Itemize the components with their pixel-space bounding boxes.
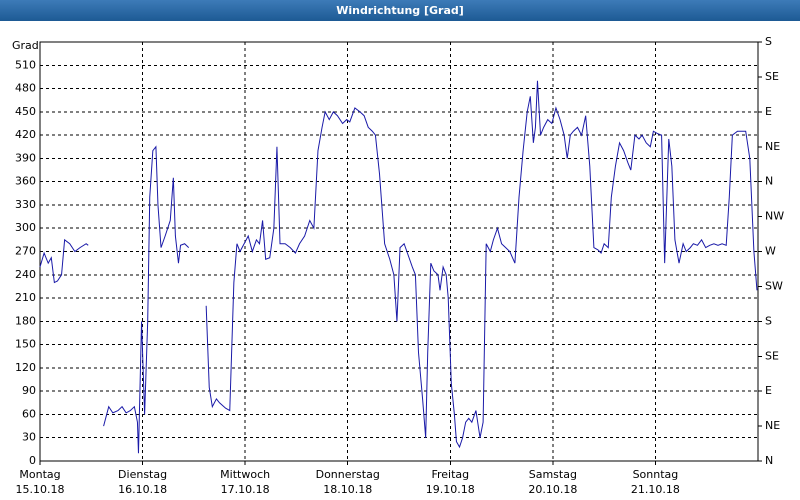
y-tick-label: 0 [29, 454, 36, 467]
y-tick-label: 240 [15, 268, 36, 281]
y-tick-label: 300 [15, 221, 36, 234]
y-tick-label: 450 [15, 105, 36, 118]
y2-tick-label: S [765, 314, 772, 327]
y2-tick-label: SE [765, 349, 779, 362]
x-tick-label: Samstag [529, 468, 577, 481]
y2-tick-label: SE [765, 70, 779, 83]
y2-tick-label: NE [765, 419, 780, 432]
y2-tick-label: W [765, 245, 776, 258]
y-tick-label: 120 [15, 361, 36, 374]
y-tick-label: 420 [15, 128, 36, 141]
x-tick-date: 19.10.18 [426, 483, 475, 496]
y2-tick-label: E [765, 384, 772, 397]
x-tick-date: 16.10.18 [118, 483, 167, 496]
x-tick-label: Donnerstag [316, 468, 380, 481]
y-tick-label: 210 [15, 291, 36, 304]
y-tick-label: 390 [15, 151, 36, 164]
y2-tick-label: SW [765, 279, 783, 292]
x-tick-label: Dienstag [118, 468, 167, 481]
x-tick-label: Mittwoch [220, 468, 270, 481]
y2-tick-label: N [765, 454, 773, 467]
x-tick-date: 21.10.18 [631, 483, 680, 496]
x-tick-date: 18.10.18 [323, 483, 372, 496]
plot-border [39, 41, 759, 462]
y-tick-label: 330 [15, 198, 36, 211]
y-tick-label: 90 [22, 384, 36, 397]
y-tick-label: 150 [15, 338, 36, 351]
plot-area [39, 80, 758, 454]
x-tick-date: 15.10.18 [16, 483, 65, 496]
y-tick-label: 180 [15, 314, 36, 327]
y-tick-label: 480 [15, 82, 36, 95]
y2-tick-label: E [765, 105, 772, 118]
x-tick-label: Sonntag [633, 468, 679, 481]
x-tick-date: 17.10.18 [221, 483, 270, 496]
y2-tick-label: N [765, 175, 773, 188]
y-tick-label: 360 [15, 175, 36, 188]
y-axis-label: Grad [12, 39, 39, 52]
y-tick-label: 30 [22, 431, 36, 444]
chart-title: Windrichtung [Grad] [336, 4, 464, 17]
grid: 0 30 60 90 120 150 180 210 240 270 300 330 360 390 420… [15, 35, 784, 496]
data-line [39, 80, 758, 454]
x-tick-label: Freitag [431, 468, 469, 481]
y-tick-label: 270 [15, 245, 36, 258]
x-tick-label: Montag [19, 468, 60, 481]
y-tick-label: 60 [22, 407, 36, 420]
y2-tick-label: NW [765, 210, 784, 223]
y-tick-label: 510 [15, 58, 36, 71]
title-bar [0, 0, 800, 21]
x-tick-date: 20.10.18 [528, 483, 577, 496]
y2-tick-label: NE [765, 140, 780, 153]
y2-tick-label: S [765, 35, 772, 48]
